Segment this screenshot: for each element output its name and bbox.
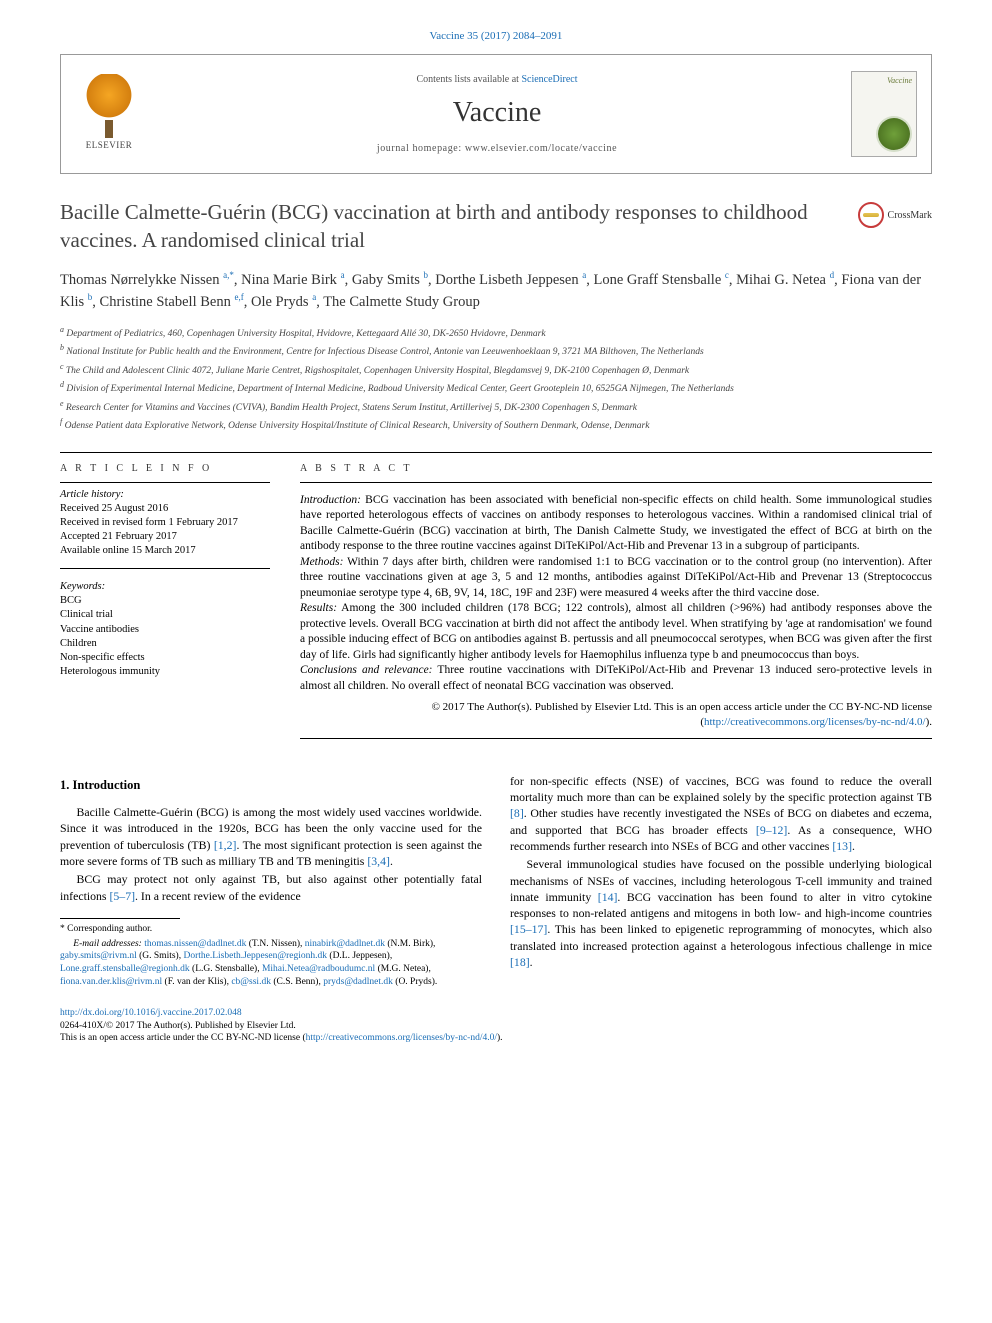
crossmark-label: CrossMark <box>888 210 932 221</box>
publisher-name: ELSEVIER <box>75 140 143 150</box>
email-link[interactable]: pryds@dadlnet.dk <box>323 977 393 987</box>
body-p2b: . In a recent review of the evidence <box>135 889 301 903</box>
issn-line: 0264-410X/© 2017 The Author(s). Publishe… <box>60 1021 296 1031</box>
history-line: Accepted 21 February 2017 <box>60 530 270 544</box>
body-p3d: . <box>852 839 855 853</box>
elsevier-tree-icon <box>79 74 139 134</box>
keywords-label: Keywords: <box>60 581 270 592</box>
email-link[interactable]: cb@ssi.dk <box>231 977 271 987</box>
footnotes: * Corresponding author. E-mail addresses… <box>60 923 482 989</box>
corresponding-author: * Corresponding author. <box>60 923 482 936</box>
keyword: Heterologous immunity <box>60 665 270 679</box>
article-info-label: A R T I C L E I N F O <box>60 463 270 474</box>
elsevier-logo: ELSEVIER <box>75 74 143 154</box>
history-label: Article history: <box>60 489 270 500</box>
oa-prefix: This is an open access article under the… <box>60 1033 306 1043</box>
abstract-intro-label: Introduction: <box>300 494 361 506</box>
journal-name: Vaccine <box>143 97 851 129</box>
journal-cover: Vaccine <box>851 71 917 157</box>
affiliations: a Department of Pediatrics, 460, Copenha… <box>60 324 932 434</box>
abstract-methods: Within 7 days after birth, children were… <box>300 556 932 599</box>
email-link[interactable]: Dorthe.Lisbeth.Jeppesen@regionh.dk <box>183 951 327 961</box>
sciencedirect-link[interactable]: ScienceDirect <box>521 74 577 85</box>
email-link[interactable]: ninabirk@dadlnet.dk <box>305 939 385 949</box>
keyword: Clinical trial <box>60 608 270 622</box>
divider <box>60 452 932 453</box>
abstract-results: Among the 300 included children (178 BCG… <box>300 602 932 661</box>
cover-virus-icon <box>878 118 910 150</box>
ref-15-17[interactable]: [15–17] <box>510 922 547 936</box>
affiliation-line: a Department of Pediatrics, 460, Copenha… <box>60 324 932 341</box>
abstract: A B S T R A C T Introduction: BCG vaccin… <box>300 463 932 749</box>
contents-lists-line: Contents lists available at ScienceDirec… <box>143 74 851 85</box>
ref-13[interactable]: [13] <box>832 839 852 853</box>
body-p3a: for non-specific effects (NSE) of vaccin… <box>510 774 932 804</box>
abstract-concl-label: Conclusions and relevance: <box>300 664 433 676</box>
author-list: Thomas Nørrelykke Nissen a,*, Nina Marie… <box>60 269 932 314</box>
history-line: Available online 15 March 2017 <box>60 544 270 558</box>
contents-prefix: Contents lists available at <box>416 74 521 85</box>
crossmark-icon <box>858 202 884 228</box>
affiliation-line: f Odense Patient data Explorative Networ… <box>60 416 932 433</box>
homepage-prefix: journal homepage: <box>377 143 465 154</box>
journal-header: ELSEVIER Contents lists available at Sci… <box>60 54 932 174</box>
section-1-heading: 1. Introduction <box>60 777 482 794</box>
footnote-rule <box>60 918 180 919</box>
email-link[interactable]: gaby.smits@rivm.nl <box>60 951 137 961</box>
homepage-line: journal homepage: www.elsevier.com/locat… <box>143 143 851 154</box>
oa-license-link[interactable]: http://creativecommons.org/licenses/by-n… <box>306 1033 497 1043</box>
ref-9-12[interactable]: [9–12] <box>756 823 787 837</box>
keyword: Vaccine antibodies <box>60 623 270 637</box>
abstract-results-label: Results: <box>300 602 337 614</box>
email-link[interactable]: Lone.graff.stensballe@regionh.dk <box>60 964 190 974</box>
abstract-label: A B S T R A C T <box>300 463 932 474</box>
email-link[interactable]: Mihai.Netea@radboudumc.nl <box>262 964 375 974</box>
body-p4d: . <box>530 955 533 969</box>
ref-8[interactable]: [8] <box>510 806 524 820</box>
email-link[interactable]: thomas.nissen@dadlnet.dk <box>144 939 246 949</box>
affiliation-line: e Research Center for Vitamins and Vacci… <box>60 398 932 415</box>
email-link[interactable]: fiona.van.der.klis@rivm.nl <box>60 977 162 987</box>
abstract-intro: BCG vaccination has been associated with… <box>300 494 932 553</box>
body-p1c: . <box>390 854 393 868</box>
keyword: BCG <box>60 594 270 608</box>
license-link[interactable]: http://creativecommons.org/licenses/by-n… <box>704 716 926 728</box>
doi-link[interactable]: http://dx.doi.org/10.1016/j.vaccine.2017… <box>60 1008 242 1018</box>
footer-block: http://dx.doi.org/10.1016/j.vaccine.2017… <box>60 1007 932 1045</box>
ref-18[interactable]: [18] <box>510 955 530 969</box>
ref-3-4[interactable]: [3,4] <box>367 854 390 868</box>
citation: Vaccine 35 (2017) 2084–2091 <box>60 30 932 42</box>
ref-1-2[interactable]: [1,2] <box>214 838 237 852</box>
abstract-methods-label: Methods: <box>300 556 343 568</box>
cover-title: Vaccine <box>887 76 912 85</box>
article-info: A R T I C L E I N F O Article history: R… <box>60 463 270 749</box>
affiliation-line: d Division of Experimental Internal Medi… <box>60 379 932 396</box>
affiliation-line: c The Child and Adolescent Clinic 4072, … <box>60 361 932 378</box>
history-line: Received 25 August 2016 <box>60 502 270 516</box>
keyword: Non-specific effects <box>60 651 270 665</box>
article-body: 1. Introduction Bacille Calmette-Guérin … <box>60 773 932 989</box>
body-p4c: . This has been linked to epigenetic rep… <box>510 922 932 952</box>
article-title: Bacille Calmette-Guérin (BCG) vaccinatio… <box>60 198 842 255</box>
history-line: Received in revised form 1 February 2017 <box>60 516 270 530</box>
affiliation-line: b National Institute for Public health a… <box>60 342 932 359</box>
homepage-url[interactable]: www.elsevier.com/locate/vaccine <box>465 143 617 154</box>
abstract-copyright-suffix: ). <box>926 716 932 728</box>
ref-14[interactable]: [14] <box>598 890 618 904</box>
ref-5-7[interactable]: [5–7] <box>109 889 135 903</box>
crossmark-badge[interactable]: CrossMark <box>858 202 932 228</box>
keyword: Children <box>60 637 270 651</box>
oa-suffix: ). <box>497 1033 503 1043</box>
